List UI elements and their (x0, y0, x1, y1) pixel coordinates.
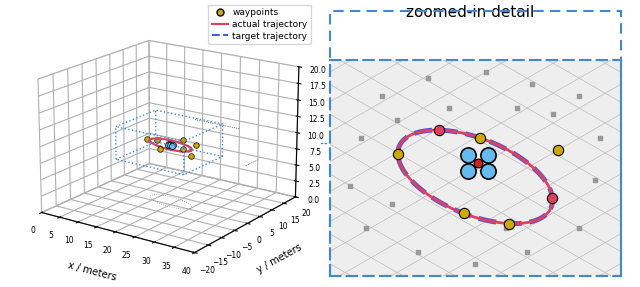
Point (393, 152, 403, 157)
Point (512, 106, 522, 110)
Point (553, 148, 564, 152)
Point (463, 169, 473, 173)
Point (501, 225, 511, 230)
Point (574, 94, 584, 98)
Point (548, 112, 558, 117)
Point (574, 225, 584, 230)
Point (387, 201, 397, 206)
Point (470, 261, 480, 266)
Point (474, 135, 484, 140)
Point (522, 249, 532, 254)
Point (589, 178, 600, 182)
Point (376, 94, 387, 98)
Point (481, 70, 491, 75)
Point (423, 76, 433, 80)
Point (356, 136, 366, 140)
Text: zoomed-in detail: zoomed-in detail (406, 5, 534, 20)
Point (595, 136, 605, 140)
Point (413, 249, 423, 254)
Legend: waypoints, actual trajectory, target trajectory: waypoints, actual trajectory, target tra… (208, 5, 311, 44)
Point (483, 169, 493, 173)
Point (547, 195, 557, 200)
Point (483, 153, 493, 158)
X-axis label: x / meters: x / meters (67, 260, 117, 282)
Point (459, 211, 469, 216)
Point (361, 225, 371, 230)
Point (346, 184, 356, 188)
Point (504, 221, 514, 226)
Point (433, 128, 444, 132)
Y-axis label: y / meters: y / meters (255, 242, 304, 275)
Point (473, 161, 483, 165)
Point (527, 82, 538, 86)
Point (392, 118, 403, 122)
Point (463, 153, 473, 158)
Point (444, 106, 454, 110)
